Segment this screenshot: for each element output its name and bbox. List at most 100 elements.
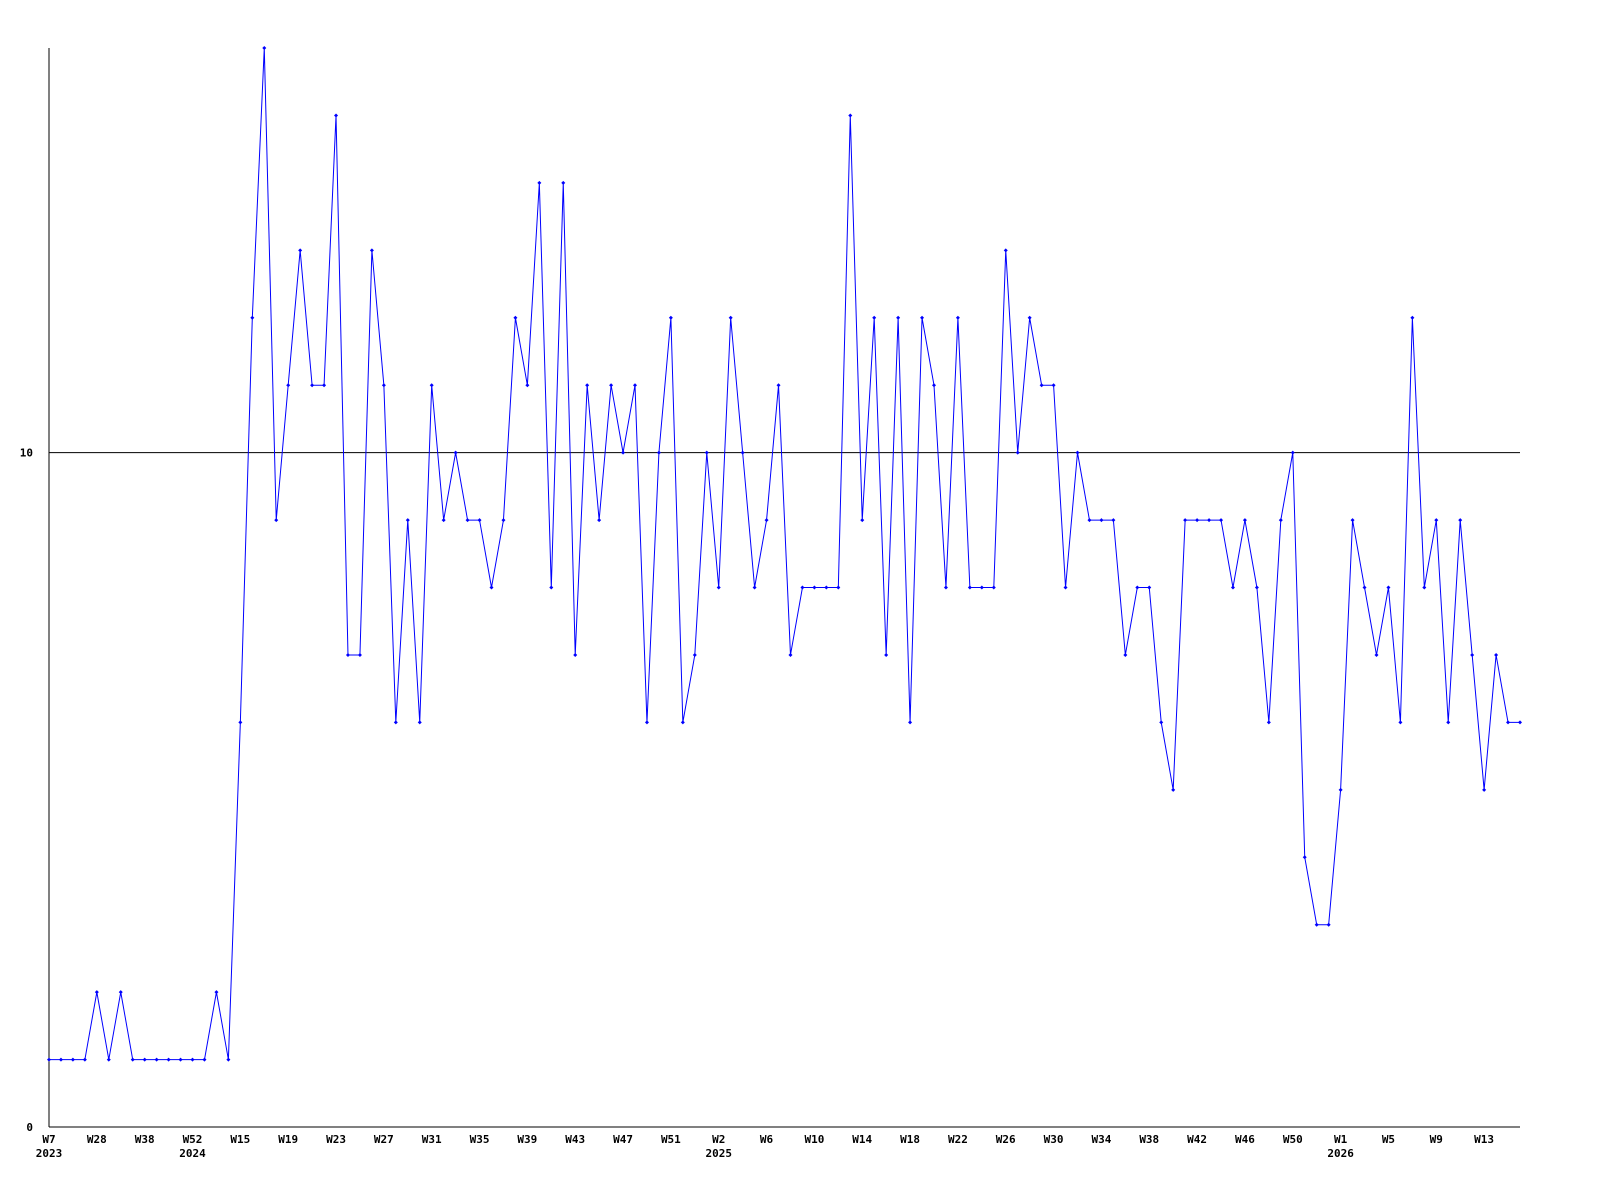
point — [1183, 518, 1188, 523]
x-tick-label: W5 — [1382, 1133, 1395, 1146]
x-tick-label: W18 — [900, 1133, 920, 1146]
point — [274, 518, 279, 523]
point — [226, 1057, 231, 1062]
point — [262, 46, 267, 50]
line — [49, 47, 1520, 1061]
point — [250, 315, 255, 320]
point — [585, 383, 590, 388]
x-tick-label: W6 — [760, 1133, 774, 1146]
y-tick-label: 0 — [26, 1121, 33, 1134]
x-tick-label: W19 — [278, 1133, 298, 1146]
point — [800, 585, 805, 590]
x-tick-label: W52 — [183, 1133, 203, 1146]
point — [453, 450, 458, 455]
point — [1135, 585, 1140, 590]
point — [441, 518, 446, 523]
point — [872, 315, 877, 320]
point — [704, 450, 709, 455]
point — [931, 383, 936, 388]
point — [1386, 585, 1391, 590]
point — [920, 315, 925, 320]
point — [417, 720, 422, 725]
point — [1003, 248, 1008, 253]
point — [1111, 518, 1116, 523]
x-tick-label: W26 — [996, 1133, 1016, 1146]
point — [1314, 922, 1319, 927]
x-tick-label: W9 — [1430, 1133, 1443, 1146]
point — [788, 652, 793, 657]
x-tick-label: W27 — [374, 1133, 394, 1146]
point — [1398, 720, 1403, 725]
point — [106, 1057, 111, 1062]
x-tick-label: W31 — [422, 1133, 442, 1146]
x-tick-label: W23 — [326, 1133, 346, 1146]
point — [848, 113, 853, 118]
x-tick-label: W2 — [712, 1133, 725, 1146]
point — [1087, 518, 1092, 523]
point — [1075, 450, 1080, 455]
point — [298, 248, 303, 253]
point — [812, 585, 817, 590]
point — [1326, 922, 1331, 927]
x-tick-label: W38 — [1139, 1133, 1159, 1146]
point — [286, 383, 291, 388]
x-tick-label: W14 — [852, 1133, 872, 1146]
point — [1350, 518, 1355, 523]
x-tick-label: W22 — [948, 1133, 968, 1146]
point — [142, 1057, 147, 1062]
x-tick-label: W35 — [470, 1133, 490, 1146]
point — [47, 1057, 51, 1062]
point — [82, 1057, 87, 1062]
point — [1290, 450, 1295, 455]
x-year-label: 2023 — [36, 1147, 63, 1160]
point — [489, 585, 494, 590]
point — [1099, 518, 1104, 523]
point — [1123, 652, 1128, 657]
x-tick-label: W39 — [517, 1133, 537, 1146]
point — [429, 383, 434, 388]
point — [824, 585, 829, 590]
point — [1051, 383, 1056, 388]
point — [1362, 585, 1367, 590]
point — [1434, 518, 1439, 523]
point — [118, 990, 123, 995]
x-year-label: 2025 — [705, 1147, 732, 1160]
point — [525, 383, 530, 388]
x-tick-label: W1 — [1334, 1133, 1348, 1146]
x-year-label: 2026 — [1327, 1147, 1354, 1160]
point — [166, 1057, 171, 1062]
point — [1207, 518, 1212, 523]
point — [656, 450, 661, 455]
x-tick-label: W50 — [1283, 1133, 1303, 1146]
x-tick-label: W42 — [1187, 1133, 1207, 1146]
point — [908, 720, 913, 725]
point — [154, 1057, 159, 1062]
point — [668, 315, 673, 320]
x-tick-label: W13 — [1474, 1133, 1494, 1146]
point — [1482, 787, 1487, 792]
point — [58, 1057, 63, 1062]
x-tick-label: W28 — [87, 1133, 107, 1146]
point — [1254, 585, 1259, 590]
point — [573, 652, 578, 657]
point — [537, 180, 542, 185]
point — [513, 315, 518, 320]
point — [130, 1057, 135, 1062]
point — [740, 450, 745, 455]
point — [70, 1057, 75, 1062]
point — [1195, 518, 1200, 523]
point — [716, 585, 721, 590]
point — [680, 720, 685, 725]
x-year-label: 2024 — [179, 1147, 206, 1160]
point — [692, 652, 697, 657]
point — [1219, 518, 1224, 523]
point — [764, 518, 769, 523]
point — [1230, 585, 1235, 590]
point — [1506, 720, 1511, 725]
point — [345, 652, 350, 657]
x-tick-label: W43 — [565, 1133, 585, 1146]
point — [836, 585, 841, 590]
point — [943, 585, 948, 590]
point — [465, 518, 470, 523]
